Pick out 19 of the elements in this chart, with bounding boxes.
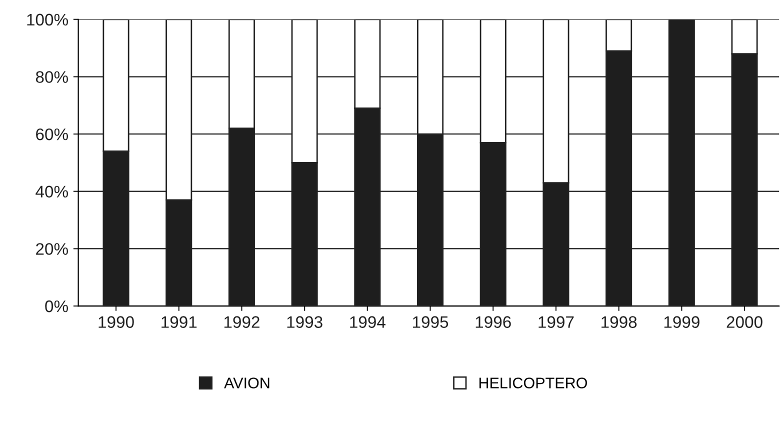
x-tick-label: 1996: [476, 316, 511, 328]
x-tick-label: 1993: [287, 316, 322, 328]
legend-label: AVION: [224, 378, 270, 388]
y-tick-label: 100%: [27, 14, 68, 26]
x-tick-label: 1990: [98, 316, 134, 328]
x-tick-label: 2000: [726, 316, 762, 328]
y-tick-label: 60%: [36, 128, 68, 140]
x-tick-label: 1991: [162, 316, 197, 328]
x-tick-label: 1992: [224, 316, 260, 328]
x-tick-label: 1994: [350, 316, 386, 328]
x-tick-label: 1995: [413, 316, 448, 328]
x-tick-label: 1998: [602, 316, 637, 328]
y-tick-label: 0%: [45, 300, 68, 312]
x-tick-label: 1999: [664, 316, 700, 328]
y-tick-label: 40%: [36, 186, 68, 198]
y-tick-label: 20%: [36, 243, 68, 255]
legend-label: HELICOPTERO: [479, 378, 587, 388]
y-tick-label: 80%: [36, 71, 68, 83]
x-tick-label: 1997: [538, 316, 574, 328]
